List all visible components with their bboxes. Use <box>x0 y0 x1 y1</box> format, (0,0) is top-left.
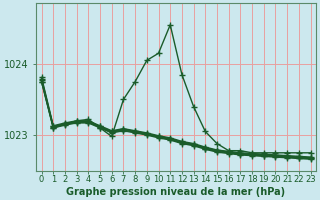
X-axis label: Graphe pression niveau de la mer (hPa): Graphe pression niveau de la mer (hPa) <box>67 187 286 197</box>
